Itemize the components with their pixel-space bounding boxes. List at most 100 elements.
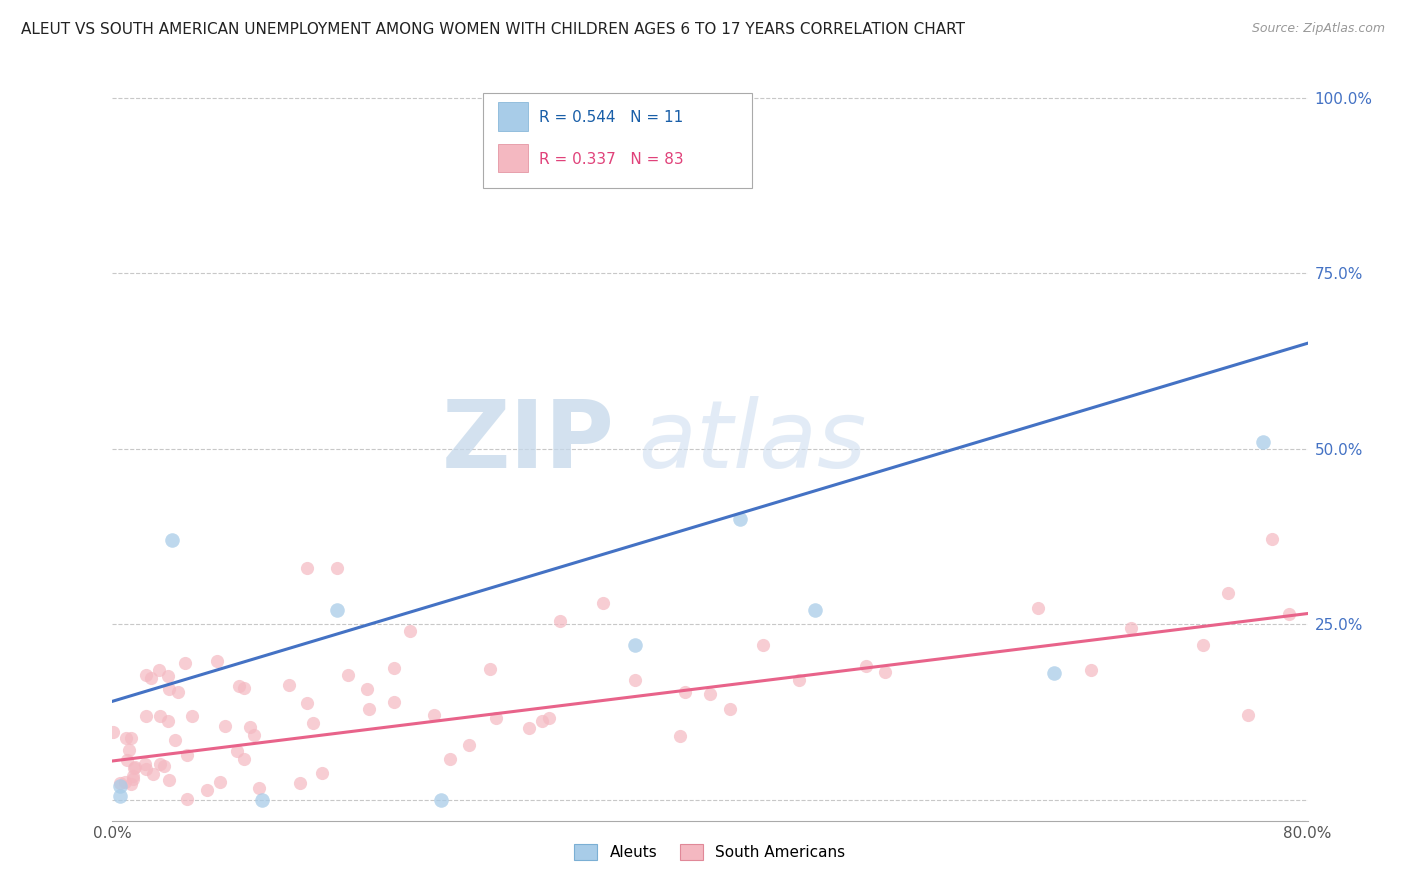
Point bbox=[157, 669, 180, 683]
Point bbox=[195, 783, 218, 797]
Point bbox=[803, 603, 825, 617]
Point bbox=[478, 662, 501, 676]
Point bbox=[233, 752, 256, 766]
Point bbox=[624, 638, 647, 652]
Point bbox=[115, 753, 138, 767]
Point bbox=[135, 667, 157, 681]
Point bbox=[1216, 586, 1239, 600]
Point bbox=[398, 624, 420, 638]
Point bbox=[108, 779, 131, 793]
Point bbox=[135, 709, 157, 723]
Point bbox=[336, 668, 359, 682]
Point bbox=[176, 792, 198, 806]
Point bbox=[728, 512, 751, 526]
Point bbox=[122, 772, 145, 787]
Point bbox=[873, 665, 896, 679]
Point bbox=[356, 681, 378, 696]
Point bbox=[108, 776, 131, 790]
Point bbox=[124, 761, 146, 775]
Point bbox=[228, 679, 250, 693]
Point bbox=[247, 781, 270, 796]
Point bbox=[624, 673, 647, 688]
Point bbox=[752, 639, 775, 653]
Point bbox=[288, 776, 311, 790]
Point bbox=[484, 711, 506, 725]
Text: ZIP: ZIP bbox=[441, 395, 614, 488]
Point bbox=[181, 709, 204, 723]
Point bbox=[550, 614, 572, 628]
Legend: Aleuts, South Americans: Aleuts, South Americans bbox=[568, 838, 852, 866]
Point bbox=[208, 775, 231, 789]
Point bbox=[101, 725, 124, 739]
Point bbox=[423, 708, 446, 723]
Point bbox=[382, 660, 405, 674]
Point bbox=[1080, 663, 1102, 677]
Point bbox=[669, 729, 692, 743]
Point bbox=[855, 658, 877, 673]
Point bbox=[124, 760, 146, 774]
Point bbox=[108, 789, 131, 803]
Text: R = 0.544   N = 11: R = 0.544 N = 11 bbox=[538, 111, 683, 125]
Point bbox=[277, 678, 299, 692]
Point bbox=[295, 561, 318, 575]
Point bbox=[114, 731, 136, 746]
Point bbox=[517, 721, 540, 735]
Point bbox=[592, 596, 614, 610]
Point bbox=[141, 671, 163, 685]
Point bbox=[142, 766, 165, 780]
Point bbox=[537, 711, 560, 725]
Point bbox=[718, 701, 741, 715]
Bar bbox=[499, 144, 529, 172]
Point bbox=[297, 696, 319, 710]
Point bbox=[1119, 621, 1142, 635]
Point bbox=[699, 687, 721, 701]
Point bbox=[457, 738, 479, 752]
Point bbox=[120, 731, 142, 745]
Point bbox=[430, 792, 453, 806]
Point bbox=[531, 714, 554, 728]
Point bbox=[1261, 532, 1284, 546]
Point bbox=[166, 685, 188, 699]
Point bbox=[156, 714, 179, 728]
Point bbox=[120, 776, 142, 790]
Point bbox=[157, 682, 180, 697]
Point bbox=[787, 673, 810, 687]
Point bbox=[214, 719, 236, 733]
Text: ALEUT VS SOUTH AMERICAN UNEMPLOYMENT AMONG WOMEN WITH CHILDREN AGES 6 TO 17 YEAR: ALEUT VS SOUTH AMERICAN UNEMPLOYMENT AMO… bbox=[21, 22, 965, 37]
Point bbox=[162, 533, 183, 547]
Bar bbox=[499, 102, 529, 130]
Point bbox=[232, 681, 254, 695]
Point bbox=[135, 762, 157, 776]
Point bbox=[134, 756, 156, 771]
Point bbox=[114, 775, 136, 789]
FancyBboxPatch shape bbox=[484, 93, 752, 187]
Point bbox=[122, 768, 145, 782]
Point bbox=[439, 752, 461, 766]
Text: Source: ZipAtlas.com: Source: ZipAtlas.com bbox=[1251, 22, 1385, 36]
Point bbox=[226, 744, 249, 758]
Point bbox=[153, 758, 176, 772]
Point bbox=[157, 772, 180, 787]
Text: R = 0.337   N = 83: R = 0.337 N = 83 bbox=[538, 152, 683, 167]
Point bbox=[1277, 607, 1299, 622]
Point bbox=[243, 728, 266, 742]
Point bbox=[382, 695, 405, 709]
Point bbox=[149, 708, 172, 723]
Text: atlas: atlas bbox=[638, 396, 866, 487]
Point bbox=[301, 716, 323, 731]
Point bbox=[250, 792, 273, 806]
Point bbox=[1237, 708, 1260, 723]
Point bbox=[118, 743, 141, 757]
Point bbox=[325, 561, 347, 575]
Point bbox=[239, 720, 262, 734]
Point bbox=[1192, 638, 1215, 652]
Point bbox=[1251, 434, 1274, 449]
Point bbox=[1026, 601, 1049, 615]
Point bbox=[149, 757, 172, 772]
Point bbox=[673, 685, 696, 699]
Point bbox=[1042, 666, 1064, 681]
Point bbox=[176, 747, 198, 762]
Point bbox=[357, 702, 380, 716]
Point bbox=[311, 765, 333, 780]
Point bbox=[325, 603, 347, 617]
